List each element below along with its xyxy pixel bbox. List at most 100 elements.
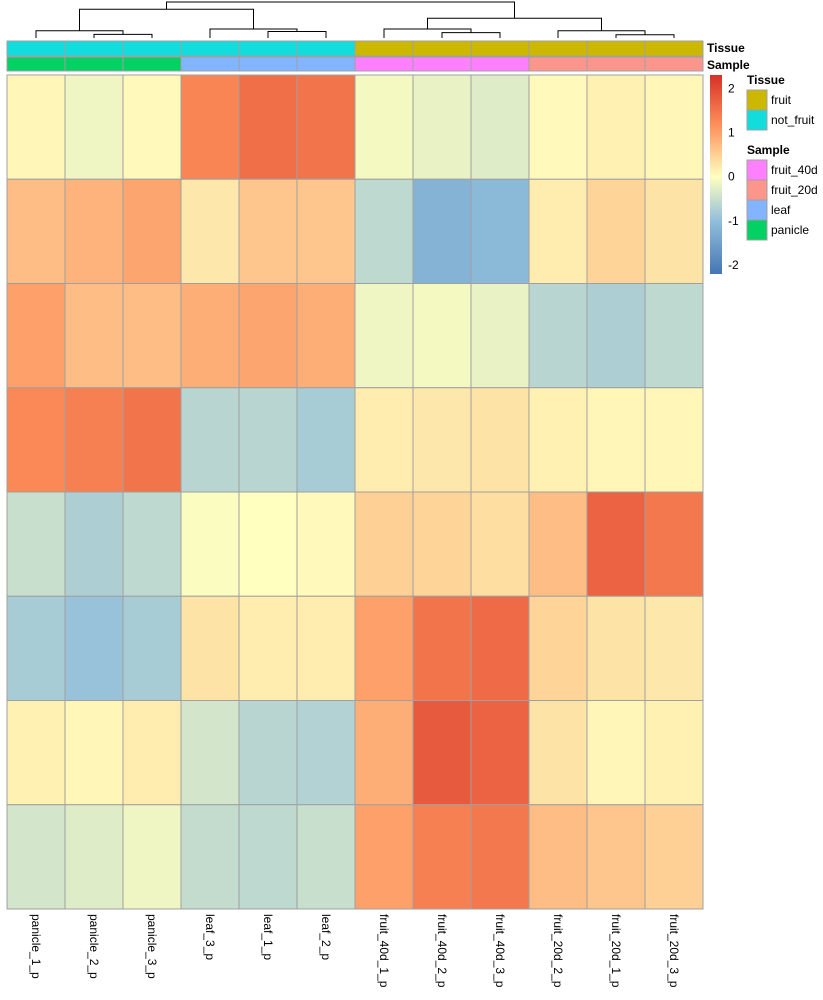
heatmap-cell (180, 387, 240, 493)
heatmap-cell (528, 491, 588, 597)
column-label: leaf_3_p (203, 914, 217, 960)
heatmap-cell (470, 283, 530, 389)
column-label: leaf_2_p (319, 914, 333, 960)
heatmap-cell (470, 178, 530, 284)
heatmap-cell (6, 491, 66, 597)
heatmap-cell (6, 387, 66, 493)
heatmap-cell (586, 283, 646, 389)
heatmap-cell (180, 491, 240, 597)
sample-annotation-cell (180, 56, 240, 72)
color-scale-tick-label: -2 (728, 258, 739, 272)
column-annotation-bars (6, 40, 704, 72)
tissue-annotation-cell (354, 40, 414, 57)
legend-label: leaf (771, 203, 791, 217)
heatmap-cell (412, 74, 472, 180)
heatmap-cell (644, 283, 704, 389)
heatmap-cell (528, 283, 588, 389)
heatmap-cell (470, 804, 530, 910)
dendrogram-branch (209, 28, 298, 38)
heatmap-cell (586, 700, 646, 806)
heatmap-cell (412, 491, 472, 597)
column-label: leaf_1_p (261, 914, 275, 960)
heatmap-cell (122, 804, 182, 910)
sample-annotation-cell (238, 56, 298, 72)
legend-label: panicle (771, 223, 809, 237)
heatmap-cell (586, 74, 646, 180)
heatmap-cell (586, 595, 646, 701)
heatmap-cell (64, 74, 124, 180)
heatmap-cell (644, 74, 704, 180)
sample-annotation-cell (412, 56, 472, 72)
heatmap-cell (644, 700, 704, 806)
color-scale-bar (710, 75, 722, 274)
sample-annotation-cell (296, 56, 356, 72)
heatmap-cell (412, 804, 472, 910)
heatmap-cell (528, 387, 588, 493)
heatmap-cell (296, 804, 356, 910)
heatmap-cell (238, 595, 298, 701)
heatmap-cell (296, 595, 356, 701)
sample-annotation-cell (586, 56, 646, 72)
heatmap-cell (296, 74, 356, 180)
dendrogram-branch (615, 34, 675, 38)
heatmap-cell (644, 178, 704, 284)
legend-label: not_fruit (771, 113, 815, 127)
heatmap-cell (644, 491, 704, 597)
heatmap-cell (412, 700, 472, 806)
heatmap-cell (470, 74, 530, 180)
sample-annotation-cell (6, 56, 66, 72)
heatmap-cell (64, 491, 124, 597)
heatmap-cell (64, 283, 124, 389)
heatmap-cell (6, 804, 66, 910)
sample-annotation-cell (644, 56, 704, 72)
heatmap-cell (354, 283, 414, 389)
dendrogram-branch (441, 32, 501, 38)
column-label: fruit_20d_3_p (667, 914, 681, 988)
column-label: fruit_40d_2_p (435, 914, 449, 988)
legend-label: fruit_40d (771, 163, 818, 177)
heatmap-cell (296, 283, 356, 389)
column-label: fruit_40d_1_p (377, 914, 391, 988)
tissue-annotation-cell (296, 40, 356, 57)
sample-annotation-cell (64, 56, 124, 72)
column-label: fruit_20d_2_p (551, 914, 565, 988)
legend-label: fruit (771, 93, 792, 107)
heatmap-cell (122, 283, 182, 389)
color-scale-legend: 2 1 0 -1 -2 (710, 75, 739, 274)
sample-annotation-cell (528, 56, 588, 72)
legend-swatch (746, 199, 768, 221)
heatmap-cell (64, 178, 124, 284)
heatmap-cell (180, 804, 240, 910)
heatmap-cell (412, 595, 472, 701)
legend-swatch (746, 109, 768, 131)
heatmap-cell (238, 74, 298, 180)
heatmap-cell (64, 387, 124, 493)
column-labels: panicle_1_p panicle_2_p panicle_3_p leaf_3_… (29, 914, 681, 988)
dendrogram-branch (93, 33, 153, 38)
heatmap-cell (296, 387, 356, 493)
heatmap-cell (64, 700, 124, 806)
heatmap-cell (528, 74, 588, 180)
heatmap-cell (470, 595, 530, 701)
heatmap-cell (354, 804, 414, 910)
tissue-annotation-cell (64, 40, 124, 57)
heatmap-cell (586, 178, 646, 284)
heatmap-cell (644, 595, 704, 701)
heatmap-cell (528, 804, 588, 910)
heatmap-cell (238, 491, 298, 597)
legend-swatch (746, 219, 768, 241)
heatmap-cell (122, 74, 182, 180)
heatmap-cell (122, 387, 182, 493)
heatmap-cell (528, 595, 588, 701)
heatmap-cell (6, 595, 66, 701)
color-scale-tick-label: 1 (728, 125, 735, 139)
heatmap-cell (238, 804, 298, 910)
heatmap-cell (470, 387, 530, 493)
heatmap-cell (180, 700, 240, 806)
column-label: fruit_40d_3_p (493, 914, 507, 988)
column-label: panicle_2_p (87, 914, 101, 979)
legend-label: fruit_20d (771, 183, 818, 197)
heatmap-cell (6, 74, 66, 180)
